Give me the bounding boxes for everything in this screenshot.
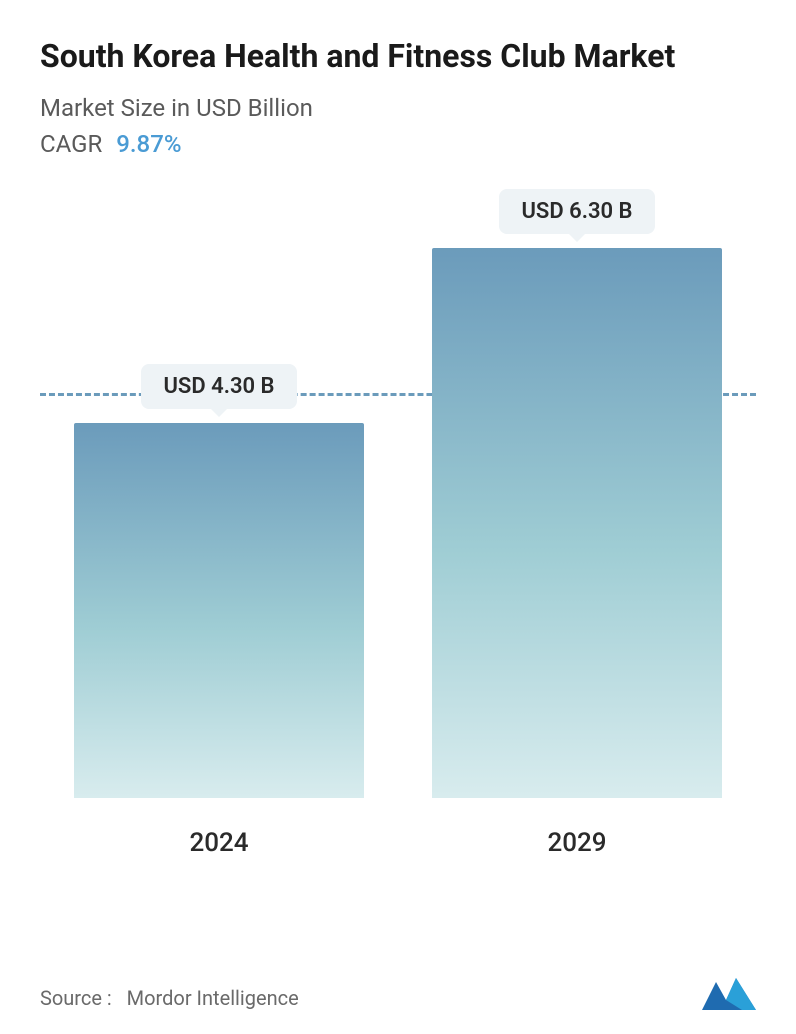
value-label-2029: USD 6.30 B — [499, 189, 654, 234]
source-attribution: Source : Mordor Intelligence — [40, 986, 299, 1010]
cagr-row: CAGR 9.87% — [40, 130, 756, 158]
source-name: Mordor Intelligence — [127, 986, 299, 1010]
cagr-value: 9.87% — [116, 130, 181, 158]
chart-area: USD 4.30 B USD 6.30 B 2024 2029 — [40, 198, 756, 858]
bars-row: USD 4.30 B USD 6.30 B — [40, 238, 756, 798]
x-label-2024: 2024 — [74, 828, 364, 858]
chart-title: South Korea Health and Fitness Club Mark… — [40, 36, 756, 76]
cagr-label: CAGR — [40, 130, 102, 158]
x-axis-labels: 2024 2029 — [40, 828, 756, 858]
x-label-2029: 2029 — [432, 828, 722, 858]
bar-group-2024: USD 4.30 B — [74, 364, 364, 798]
footer: Source : Mordor Intelligence — [40, 972, 756, 1010]
chart-subtitle: Market Size in USD Billion — [40, 94, 756, 122]
bar-2029 — [432, 248, 722, 798]
value-label-2024: USD 4.30 B — [141, 364, 296, 409]
bar-group-2029: USD 6.30 B — [432, 189, 722, 798]
source-prefix: Source : — [40, 986, 112, 1010]
mordor-logo-icon — [702, 972, 756, 1010]
bar-2024 — [74, 423, 364, 798]
